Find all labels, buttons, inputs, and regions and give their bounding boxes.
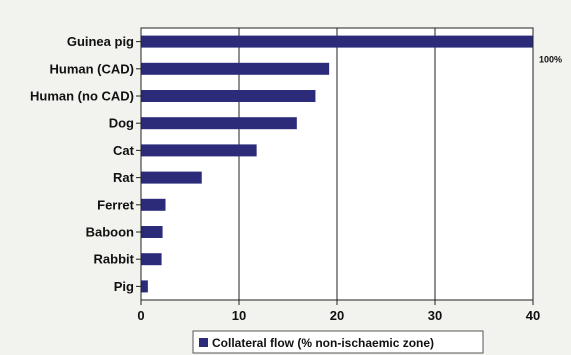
bar [141,90,316,102]
bar [141,171,202,184]
category-label: Baboon [86,225,134,240]
legend-swatch [199,338,208,347]
x-tick-label: 10 [232,308,246,323]
category-label: Rat [113,170,135,185]
category-label: Ferret [97,197,135,212]
bar [141,117,297,130]
bar [141,280,148,293]
bar [141,226,163,238]
x-tick-label: 40 [526,308,540,323]
annotations: 100% [539,55,562,65]
category-labels: Guinea pig Human (CAD) Human (no CAD) Dog Ca… [30,34,141,294]
x-tick-label: 30 [428,308,442,323]
category-label: Dog [109,116,134,131]
legend-box [192,330,484,354]
bar [141,62,330,75]
bar [141,253,162,266]
x-axis-ticks: 0 10 20 30 40 [137,300,540,323]
category-label: Cat [113,143,135,158]
bar [141,35,533,48]
category-label: Pig [114,279,134,294]
bar [141,198,166,211]
category-label: Guinea pig [67,34,134,49]
legend: Collateral flow (% non-ischaemic zone) [192,330,484,354]
legend-label: Collateral flow (% non-ischaemic zone) [212,336,434,350]
value-annotation: 100% [539,55,562,65]
x-tick-label: 0 [137,308,144,323]
category-label: Rabbit [94,252,135,267]
bar [141,144,257,157]
category-label: Human (no CAD) [30,89,134,104]
category-label: Human (CAD) [50,61,135,76]
x-tick-label: 20 [330,308,344,323]
bars [141,35,533,293]
